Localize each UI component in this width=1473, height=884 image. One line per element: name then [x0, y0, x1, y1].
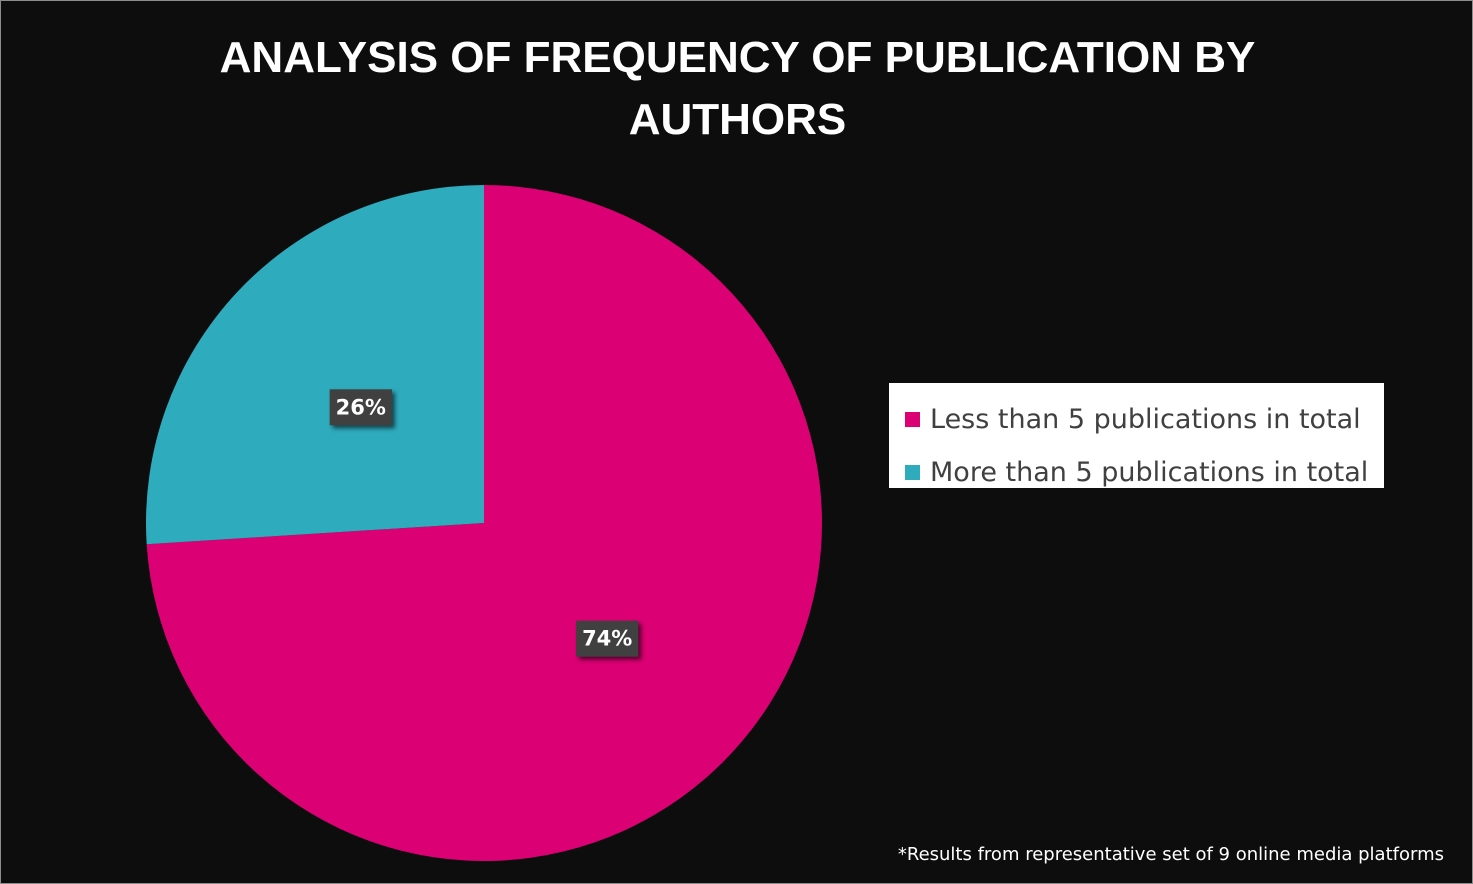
legend-label: Less than 5 publications in total: [930, 404, 1361, 435]
legend-label: More than 5 publications in total: [930, 457, 1369, 488]
legend: Less than 5 publications in total More th…: [889, 383, 1384, 488]
pie-slice: [146, 185, 823, 861]
chart-title: ANALYSIS OF FREQUENCY OF PUBLICATION BY …: [219, 33, 1256, 144]
footnote: *Results from representative set of 9 on…: [897, 844, 1444, 865]
data-label-text: 74%: [582, 627, 632, 651]
pie-slice: [145, 185, 484, 545]
legend-swatch: [905, 465, 920, 480]
legend-swatch: [905, 412, 920, 427]
data-label-box: [576, 620, 639, 657]
data-label-text: 26%: [336, 395, 386, 419]
data-label-box: [329, 389, 392, 426]
data-label: 74%: [576, 620, 639, 657]
legend-entry: Less than 5 publications in total: [905, 393, 1384, 446]
data-label: 26%: [329, 389, 392, 426]
legend-entry: More than 5 publications in total: [905, 446, 1384, 499]
